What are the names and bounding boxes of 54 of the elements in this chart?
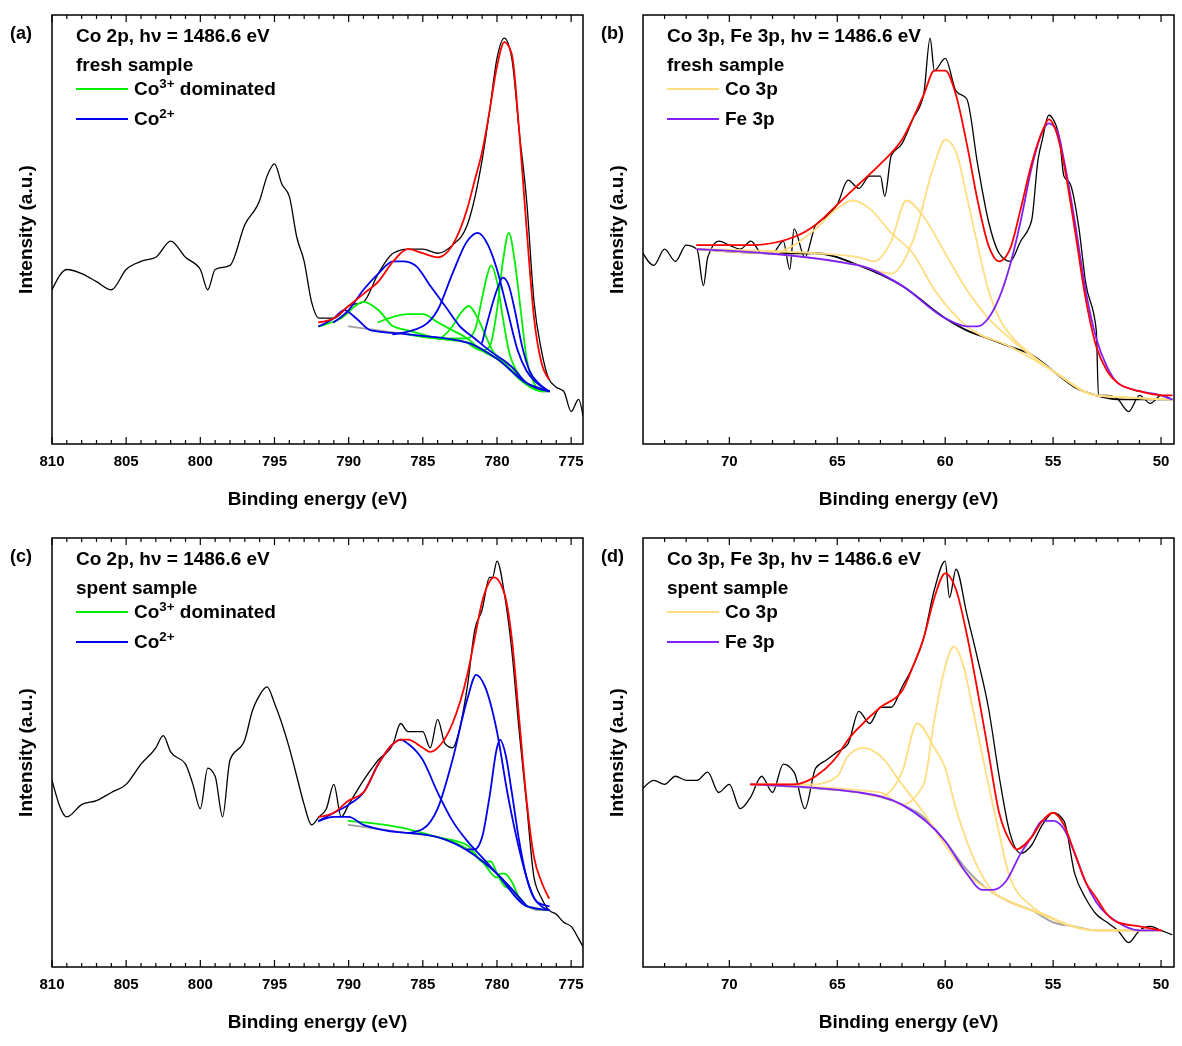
x-tick-label: 795: [261, 452, 287, 469]
y-axis-title: Intensity (a.u.): [15, 165, 36, 294]
x-tick-label: 785: [410, 975, 436, 992]
x-tick-label: 785: [410, 452, 436, 469]
chart-title: Co 2p, hν = 1486.6 eV: [76, 25, 271, 46]
chart-title: Co 2p, hν = 1486.6 eV: [76, 548, 271, 569]
x-axis-title: Binding energy (eV): [818, 1011, 999, 1032]
x-tick-label: 790: [336, 975, 362, 992]
text: (a): [10, 23, 32, 43]
x-tick-label: 810: [39, 452, 65, 469]
legend-label: Co$^{2+}$: [134, 105, 175, 129]
text: (b): [601, 23, 624, 43]
x-tick-label: 780: [484, 452, 510, 469]
x-tick-label: 70: [721, 975, 738, 992]
chart-title: Co 3p, Fe 3p, hν = 1486.6 eV: [667, 548, 922, 569]
x-tick-label: 810: [39, 975, 65, 992]
x-tick-label: 60: [936, 975, 954, 992]
y-axis-title: Intensity (a.u.): [15, 688, 36, 817]
x-tick-label: 65: [828, 452, 846, 469]
text: (d): [601, 546, 624, 566]
x-axis-title: Binding energy (eV): [818, 488, 999, 509]
x-axis-title: Binding energy (eV): [227, 1011, 408, 1032]
x-tick-label: 50: [1152, 452, 1170, 469]
x-axis-title: Binding energy (eV): [227, 488, 408, 509]
text: (c): [10, 546, 32, 566]
legend-label: Co$^{3+}$ dominated: [134, 75, 276, 99]
x-tick-label: 775: [558, 975, 584, 992]
x-tick-label: 50: [1152, 975, 1170, 992]
legend-label: Co$^{3+}$ dominated: [134, 598, 276, 622]
x-tick-label: 805: [113, 975, 139, 992]
x-tick-label: 805: [113, 452, 139, 469]
text: spent sample: [76, 577, 198, 598]
y-axis-title: Intensity (a.u.): [606, 165, 627, 294]
text: fresh sample: [667, 54, 785, 75]
x-tick-label: 55: [1044, 975, 1062, 992]
x-tick-label: 795: [261, 975, 287, 992]
text: spent sample: [667, 577, 789, 598]
chart-title: Co 3p, Fe 3p, hν = 1486.6 eV: [667, 25, 922, 46]
text: fresh sample: [76, 54, 194, 75]
x-tick-label: 790: [336, 452, 362, 469]
y-axis-title: Intensity (a.u.): [606, 688, 627, 817]
x-tick-label: 775: [558, 452, 584, 469]
legend-label: Co 3p: [725, 78, 778, 99]
x-tick-label: 800: [187, 452, 213, 469]
x-tick-label: 70: [721, 452, 738, 469]
x-tick-label: 800: [187, 975, 213, 992]
legend-label: Fe 3p: [725, 108, 775, 129]
legend-label: Fe 3p: [725, 631, 775, 652]
x-tick-label: 65: [828, 975, 846, 992]
x-tick-label: 780: [484, 975, 510, 992]
legend-label: Co$^{2+}$: [134, 628, 175, 652]
x-tick-label: 60: [936, 452, 954, 469]
x-tick-label: 55: [1044, 452, 1062, 469]
legend-label: Co 3p: [725, 601, 778, 622]
